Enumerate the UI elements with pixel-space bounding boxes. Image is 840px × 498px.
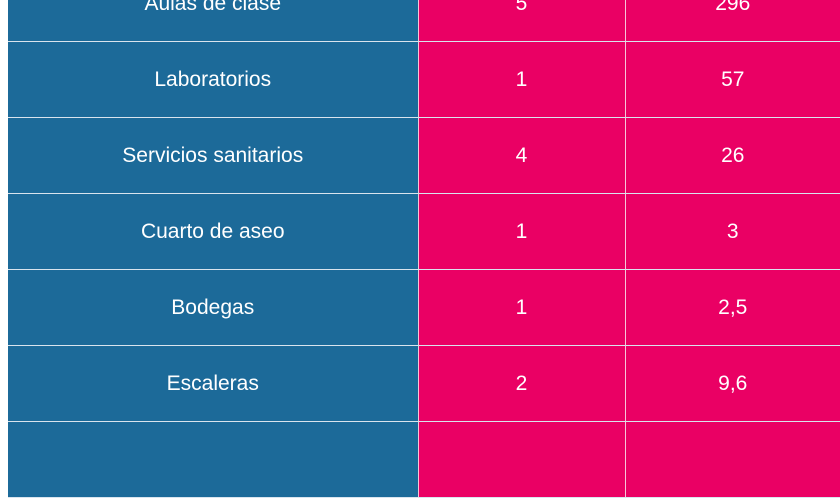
space-name-cell [8,421,418,498]
table-row: Cuarto de aseo 1 3 [8,193,840,270]
space-name-cell: Escaleras [8,345,418,422]
count-cell: 5 [417,0,625,42]
count-cell: 2 [417,345,625,422]
count-cell: 1 [417,269,625,346]
area-cell: 2,5 [624,269,840,346]
facilities-table: Aulas de clase 5 296 Laboratorios 1 57 S… [8,0,840,498]
area-cell [624,421,840,498]
count-cell: 4 [417,117,625,194]
space-name-cell: Bodegas [8,269,418,346]
area-cell: 3 [624,193,840,270]
count-cell [417,421,625,498]
space-name-cell: Cuarto de aseo [8,193,418,270]
facilities-table-container: Aulas de clase 5 296 Laboratorios 1 57 S… [8,0,840,498]
table-row: Servicios sanitarios 4 26 [8,117,840,194]
count-cell: 1 [417,193,625,270]
table-row: Laboratorios 1 57 [8,41,840,118]
area-cell: 296 [624,0,840,42]
table-row: Aulas de clase 5 296 [8,0,840,42]
table-row: Bodegas 1 2,5 [8,269,840,346]
table-row [8,421,840,498]
count-cell: 1 [417,41,625,118]
area-cell: 26 [624,117,840,194]
space-name-cell: Servicios sanitarios [8,117,418,194]
area-cell: 57 [624,41,840,118]
space-name-cell: Aulas de clase [8,0,418,42]
table-row: Escaleras 2 9,6 [8,345,840,422]
space-name-cell: Laboratorios [8,41,418,118]
area-cell: 9,6 [624,345,840,422]
